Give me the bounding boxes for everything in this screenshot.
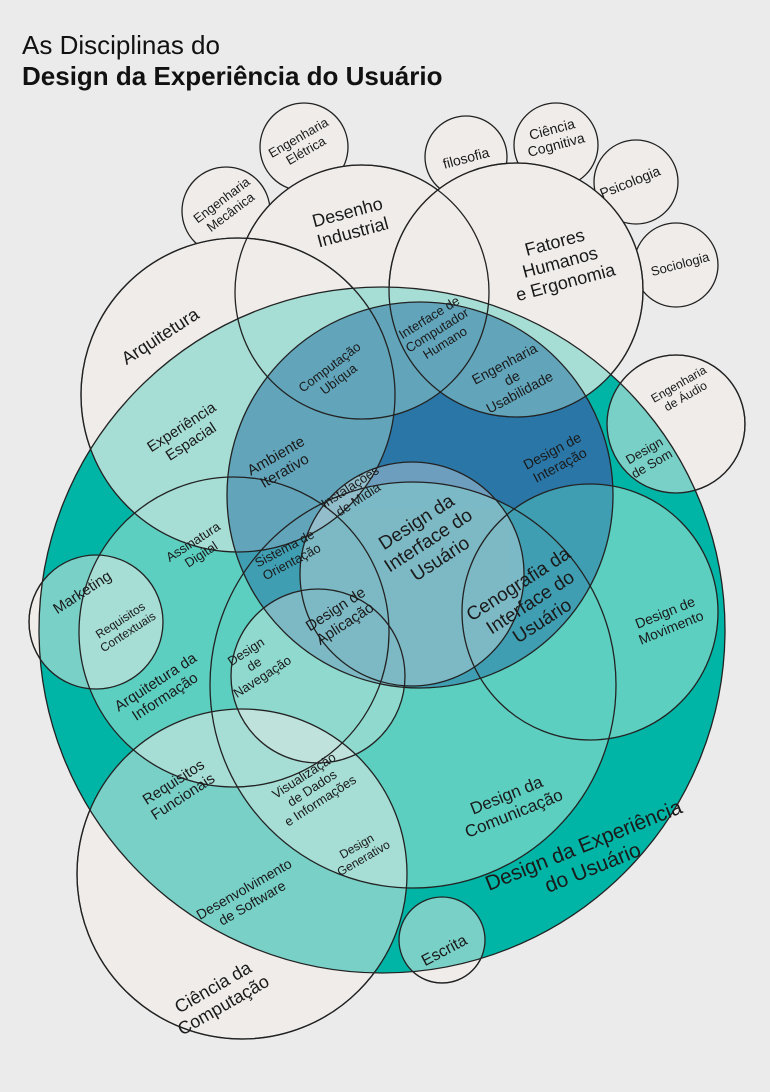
circle-arquitetura-informacao: [78, 476, 390, 788]
label-line: de: [244, 654, 264, 674]
title-line-2: Design da Experiência do Usuário: [22, 61, 443, 91]
page-title: As Disciplinas do Design da Experiência …: [22, 30, 442, 92]
title-line-1: As Disciplinas do: [22, 30, 220, 60]
circle-design-interface-usuario: [226, 301, 614, 689]
circle-design-comunicacao: [209, 481, 617, 889]
label-line: de: [501, 367, 522, 389]
circle-psicologia: [593, 139, 679, 225]
circle-instalacoes-midia: [299, 461, 525, 687]
circle-design-aplicacao: [230, 588, 406, 764]
circle-cenografia: [461, 483, 719, 741]
